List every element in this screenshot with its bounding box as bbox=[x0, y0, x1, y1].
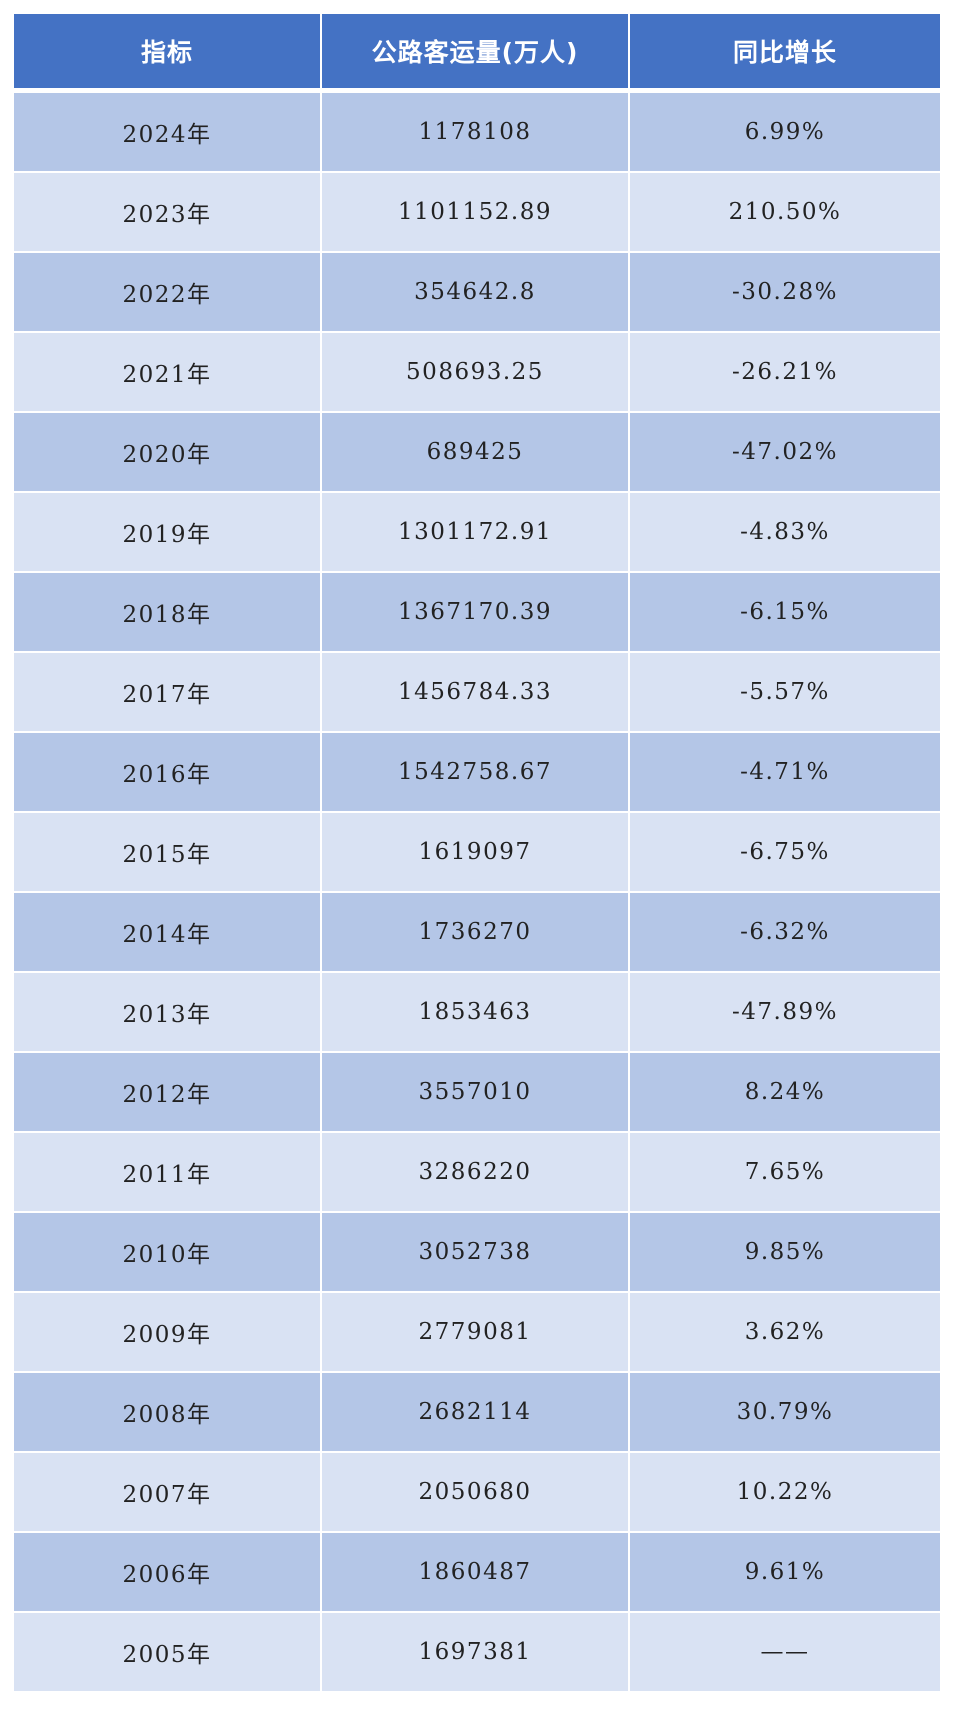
year-cell: 2021年 bbox=[14, 333, 322, 413]
year-cell: 2007年 bbox=[14, 1453, 322, 1533]
table-row: 2014年 1736270 -6.32% bbox=[14, 893, 940, 973]
year-cell: 2024年 bbox=[14, 93, 322, 173]
year-cell: 2005年 bbox=[14, 1613, 322, 1693]
passenger-volume-cell: 354642.8 bbox=[322, 253, 630, 333]
yoy-growth-cell: 210.50% bbox=[630, 173, 940, 253]
year-cell: 2020年 bbox=[14, 413, 322, 493]
passenger-volume-cell: 1301172.91 bbox=[322, 493, 630, 573]
passenger-volume-cell: 2779081 bbox=[322, 1293, 630, 1373]
table-row: 2017年 1456784.33 -5.57% bbox=[14, 653, 940, 733]
passenger-volume-cell: 1542758.67 bbox=[322, 733, 630, 813]
year-cell: 2012年 bbox=[14, 1053, 322, 1133]
table-row: 2018年 1367170.39 -6.15% bbox=[14, 573, 940, 653]
table-row: 2006年 1860487 9.61% bbox=[14, 1533, 940, 1613]
table-row: 2008年 2682114 30.79% bbox=[14, 1373, 940, 1453]
table-row: 2009年 2779081 3.62% bbox=[14, 1293, 940, 1373]
table-row: 2024年 1178108 6.99% bbox=[14, 93, 940, 173]
year-cell: 2016年 bbox=[14, 733, 322, 813]
table-row: 2011年 3286220 7.65% bbox=[14, 1133, 940, 1213]
table-row: 2010年 3052738 9.85% bbox=[14, 1213, 940, 1293]
yoy-growth-cell: -4.71% bbox=[630, 733, 940, 813]
passenger-volume-table: 指标 公路客运量(万人) 同比增长 2024年 1178108 6.99% 2023年 11… bbox=[14, 14, 940, 1693]
table-row: 2020年 689425 -47.02% bbox=[14, 413, 940, 493]
yoy-growth-cell: 6.99% bbox=[630, 93, 940, 173]
passenger-volume-cell: 1367170.39 bbox=[322, 573, 630, 653]
passenger-volume-cell: 1101152.89 bbox=[322, 173, 630, 253]
passenger-volume-cell: 2050680 bbox=[322, 1453, 630, 1533]
year-cell: 2013年 bbox=[14, 973, 322, 1053]
passenger-volume-cell: 1697381 bbox=[322, 1613, 630, 1693]
yoy-growth-cell: 9.85% bbox=[630, 1213, 940, 1293]
yoy-growth-cell: -6.32% bbox=[630, 893, 940, 973]
passenger-volume-cell: 689425 bbox=[322, 413, 630, 493]
table-row: 2005年 1697381 —— bbox=[14, 1613, 940, 1693]
year-cell: 2008年 bbox=[14, 1373, 322, 1453]
table-row: 2015年 1619097 -6.75% bbox=[14, 813, 940, 893]
year-cell: 2014年 bbox=[14, 893, 322, 973]
table-row: 2012年 3557010 8.24% bbox=[14, 1053, 940, 1133]
passenger-volume-cell: 2682114 bbox=[322, 1373, 630, 1453]
yoy-growth-cell: -6.15% bbox=[630, 573, 940, 653]
table-row: 2013年 1853463 -47.89% bbox=[14, 973, 940, 1053]
passenger-volume-cell: 3052738 bbox=[322, 1213, 630, 1293]
yoy-growth-cell: 30.79% bbox=[630, 1373, 940, 1453]
passenger-volume-cell: 1619097 bbox=[322, 813, 630, 893]
year-cell: 2010年 bbox=[14, 1213, 322, 1293]
yoy-growth-cell: —— bbox=[630, 1613, 940, 1693]
passenger-volume-cell: 1853463 bbox=[322, 973, 630, 1053]
table-row: 2022年 354642.8 -30.28% bbox=[14, 253, 940, 333]
yoy-growth-cell: -5.57% bbox=[630, 653, 940, 733]
yoy-growth-cell: -4.83% bbox=[630, 493, 940, 573]
table-row: 2007年 2050680 10.22% bbox=[14, 1453, 940, 1533]
passenger-volume-cell: 1178108 bbox=[322, 93, 630, 173]
table-row: 2021年 508693.25 -26.21% bbox=[14, 333, 940, 413]
table-row: 2016年 1542758.67 -4.71% bbox=[14, 733, 940, 813]
passenger-volume-cell: 1736270 bbox=[322, 893, 630, 973]
header-yoy-growth: 同比增长 bbox=[630, 14, 940, 93]
table-header: 指标 公路客运量(万人) 同比增长 bbox=[14, 14, 940, 93]
table-row: 2019年 1301172.91 -4.83% bbox=[14, 493, 940, 573]
year-cell: 2015年 bbox=[14, 813, 322, 893]
year-cell: 2023年 bbox=[14, 173, 322, 253]
yoy-growth-cell: -30.28% bbox=[630, 253, 940, 333]
passenger-volume-cell: 1860487 bbox=[322, 1533, 630, 1613]
data-table-container: 指标 公路客运量(万人) 同比增长 2024年 1178108 6.99% 2023年 11… bbox=[14, 14, 940, 1693]
yoy-growth-cell: -6.75% bbox=[630, 813, 940, 893]
table-row: 2023年 1101152.89 210.50% bbox=[14, 173, 940, 253]
year-cell: 2017年 bbox=[14, 653, 322, 733]
yoy-growth-cell: 7.65% bbox=[630, 1133, 940, 1213]
yoy-growth-cell: -26.21% bbox=[630, 333, 940, 413]
passenger-volume-cell: 1456784.33 bbox=[322, 653, 630, 733]
yoy-growth-cell: -47.89% bbox=[630, 973, 940, 1053]
year-cell: 2009年 bbox=[14, 1293, 322, 1373]
header-indicator: 指标 bbox=[14, 14, 322, 93]
yoy-growth-cell: 3.62% bbox=[630, 1293, 940, 1373]
passenger-volume-cell: 3286220 bbox=[322, 1133, 630, 1213]
passenger-volume-cell: 3557010 bbox=[322, 1053, 630, 1133]
yoy-growth-cell: 10.22% bbox=[630, 1453, 940, 1533]
year-cell: 2019年 bbox=[14, 493, 322, 573]
passenger-volume-cell: 508693.25 bbox=[322, 333, 630, 413]
yoy-growth-cell: 9.61% bbox=[630, 1533, 940, 1613]
year-cell: 2011年 bbox=[14, 1133, 322, 1213]
year-cell: 2022年 bbox=[14, 253, 322, 333]
yoy-growth-cell: 8.24% bbox=[630, 1053, 940, 1133]
year-cell: 2018年 bbox=[14, 573, 322, 653]
year-cell: 2006年 bbox=[14, 1533, 322, 1613]
header-row: 指标 公路客运量(万人) 同比增长 bbox=[14, 14, 940, 93]
yoy-growth-cell: -47.02% bbox=[630, 413, 940, 493]
table-body: 2024年 1178108 6.99% 2023年 1101152.89 210.50% 2… bbox=[14, 93, 940, 1693]
header-passenger-volume: 公路客运量(万人) bbox=[322, 14, 630, 93]
